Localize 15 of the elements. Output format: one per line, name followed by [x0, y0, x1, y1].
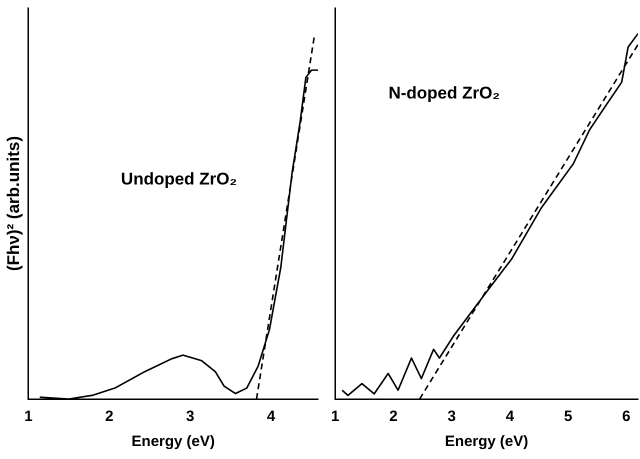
x-tick-label: 4: [266, 408, 276, 426]
x-tick-label: 6: [622, 408, 631, 426]
x-tick-label: 1: [331, 408, 340, 426]
x-tick-label: 5: [564, 408, 572, 426]
x-tick-label: 1: [24, 408, 33, 426]
x-tick-label: 3: [186, 408, 194, 426]
x-tick-label: 2: [105, 408, 114, 426]
y-axis-title: (Fhν)² (arb.units): [4, 136, 23, 272]
x-tick-label: 3: [447, 408, 456, 426]
x-axis-title: Energy (eV): [132, 433, 215, 450]
annotation: N-doped ZrO₂: [388, 84, 500, 103]
x-tick-label: 2: [389, 408, 398, 426]
x-axis-title: Energy (eV): [444, 433, 528, 450]
x-tick-label: 4: [506, 408, 515, 426]
annotation: Undoped ZrO₂: [120, 170, 238, 189]
